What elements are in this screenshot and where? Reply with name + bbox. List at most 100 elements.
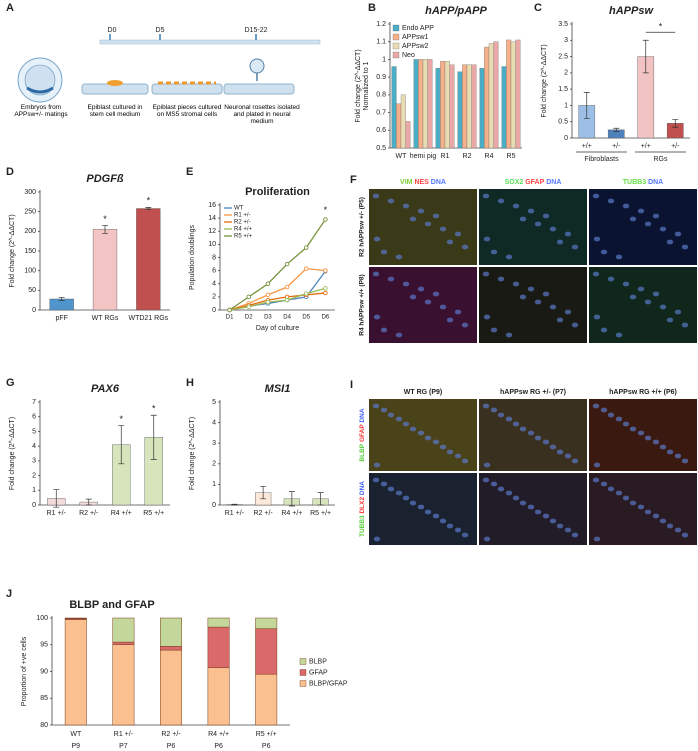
bar	[406, 121, 411, 148]
panel-letter: F	[350, 174, 357, 186]
cell-nucleus	[520, 501, 526, 506]
cell-nucleus	[483, 404, 489, 409]
cell-nucleus	[447, 240, 453, 245]
cell-nucleus	[388, 413, 394, 418]
cell-nucleus	[557, 318, 563, 323]
cell-nucleus	[418, 431, 424, 436]
label-part: BLBP	[359, 443, 366, 461]
significance-mark: *	[103, 214, 107, 224]
y-tick-label: 85	[40, 695, 48, 702]
cell-nucleus	[682, 245, 688, 250]
cell-nucleus	[616, 255, 622, 260]
bar	[414, 59, 419, 148]
y-tick-label: 3	[32, 458, 36, 465]
x-tick-label: R2 +/-	[79, 510, 99, 517]
cell-nucleus	[396, 255, 402, 260]
step-label: Neuronal rosettes isolated and plated in…	[222, 104, 302, 128]
x-tick-label: R1 +/-	[47, 510, 67, 517]
y-tick-label: 50	[28, 287, 36, 294]
x-tick-label: R1 +/-	[225, 510, 245, 517]
label-part: GFAP	[525, 179, 544, 186]
point	[266, 293, 270, 297]
cell-nucleus	[594, 463, 600, 468]
cell-nucleus	[433, 440, 439, 445]
cell-nucleus	[535, 222, 541, 227]
cell-nucleus	[455, 232, 461, 237]
y-tick-label: 1.5	[558, 86, 568, 93]
cell-nucleus	[630, 217, 636, 222]
cell-nucleus	[513, 496, 519, 501]
cell-nucleus	[572, 245, 578, 250]
panel-letter: C	[534, 2, 542, 14]
cell-nucleus	[682, 323, 688, 328]
cell-nucleus	[447, 524, 453, 529]
legend-label: BLBP/GFAP	[309, 680, 348, 687]
cell-nucleus	[630, 501, 636, 506]
y-tick-label: 0	[32, 502, 36, 509]
cell-nucleus	[373, 272, 379, 277]
cell-nucleus	[593, 194, 599, 199]
legend-swatch	[300, 659, 306, 665]
y-tick-label: 1.1	[376, 39, 386, 46]
y-tick-label: 0.5	[376, 145, 386, 152]
cell-nucleus	[653, 514, 659, 519]
x-tick-label: hemi pig	[410, 153, 437, 160]
cell-nucleus	[565, 310, 571, 315]
y-tick-label: 8	[212, 254, 216, 261]
cell-nucleus	[440, 445, 446, 450]
cell-nucleus	[550, 305, 556, 310]
legend-label: Endo APP	[402, 25, 434, 32]
x-tick-sublabel: P6	[167, 743, 176, 750]
cell-nucleus	[623, 204, 629, 209]
bar	[511, 42, 516, 148]
cell-nucleus	[557, 450, 563, 455]
cell-nucleus	[675, 310, 681, 315]
bar-segment	[208, 668, 229, 725]
point	[285, 262, 289, 266]
point	[285, 298, 289, 302]
step-label: Embryos from APPsw+/- matings	[8, 104, 74, 128]
cell-nucleus	[572, 323, 578, 328]
label-part: DLX2	[359, 497, 366, 514]
y-tick-label: 100	[36, 615, 48, 622]
step-text: Epiblast cultured in stem cell medium	[80, 104, 150, 118]
cell-nucleus	[667, 240, 673, 245]
cell-nucleus	[682, 459, 688, 464]
y-tick-label: 1	[382, 56, 386, 63]
label-part: DNA	[546, 179, 561, 186]
dish	[224, 84, 294, 94]
y-tick-label: 1	[212, 481, 216, 488]
point	[324, 287, 328, 291]
bar	[480, 68, 485, 148]
cell-nucleus	[667, 318, 673, 323]
cell-nucleus	[550, 227, 556, 232]
y-tick-label: 3.5	[558, 21, 568, 28]
cell-nucleus	[660, 227, 666, 232]
y-tick-label: 250	[24, 209, 36, 216]
y-tick-label: 14	[208, 215, 216, 222]
cell-nucleus	[682, 533, 688, 538]
y-tick-label: 10	[208, 241, 216, 248]
cell-nucleus	[433, 214, 439, 219]
cell-nucleus	[572, 459, 578, 464]
cell-nucleus	[425, 300, 431, 305]
y-tick-label: 3	[564, 37, 568, 44]
label-part: GFAP	[359, 424, 366, 442]
y-tick-label: 1	[564, 102, 568, 109]
chart-title: MSI1	[265, 383, 291, 395]
cell-nucleus	[447, 450, 453, 455]
chart-title: Proliferation	[245, 186, 310, 198]
y-tick-label: 6	[212, 267, 216, 274]
chart-title: PDGFß	[86, 173, 124, 185]
bar-segment	[160, 646, 181, 650]
cell-nucleus	[388, 277, 394, 282]
cell-nucleus	[381, 328, 387, 333]
bar	[506, 40, 511, 148]
cell-nucleus	[491, 328, 497, 333]
chart-title: hAPPsw	[609, 5, 654, 17]
label-part: VIM	[400, 179, 413, 186]
cell-nucleus	[403, 282, 409, 287]
panel-letter: D	[6, 166, 14, 178]
cell-nucleus	[498, 277, 504, 282]
